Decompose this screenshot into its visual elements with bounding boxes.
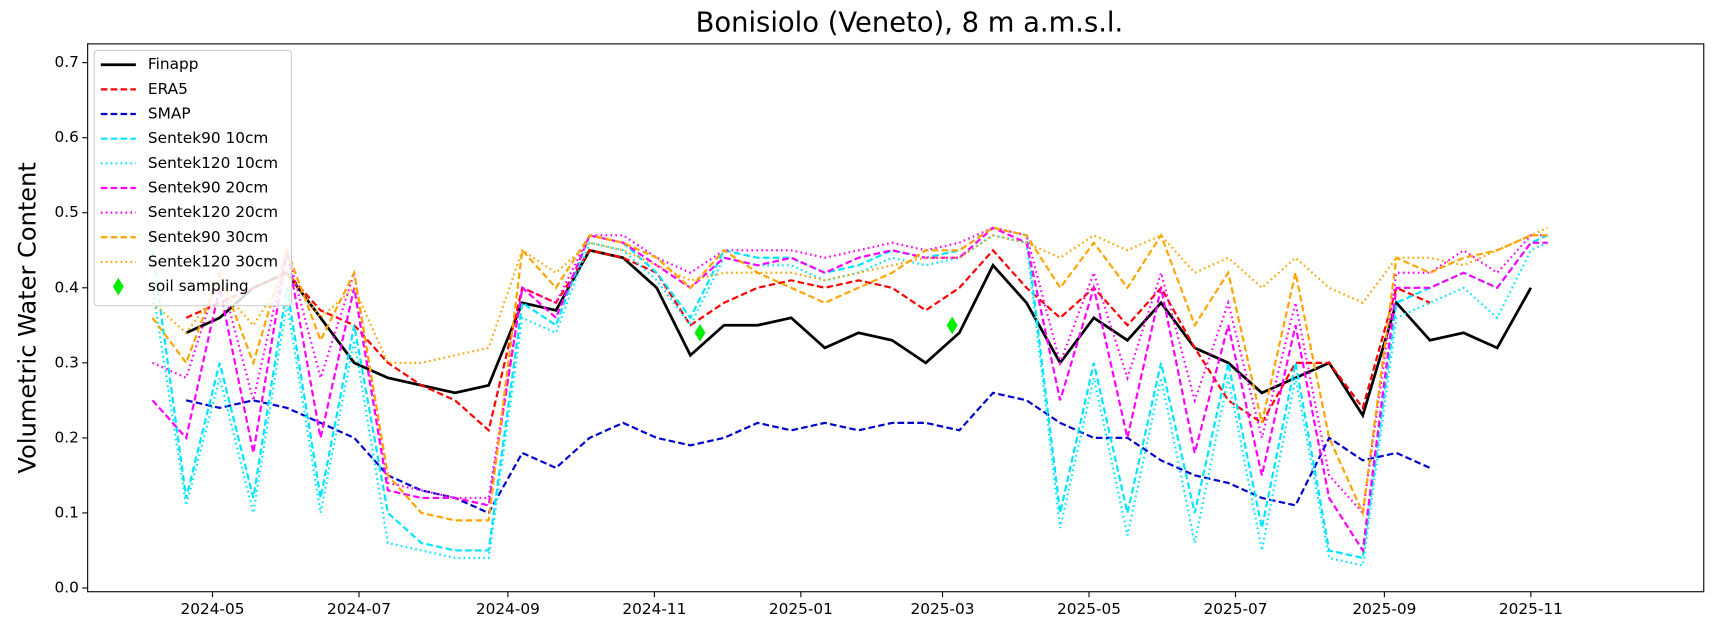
series-line <box>151 226 1548 522</box>
series-line <box>185 248 1533 419</box>
x-tick-label: 2024-07 <box>327 600 391 617</box>
legend-label: ERA5 <box>148 80 188 98</box>
y-tick-label: 0.3 <box>54 353 78 371</box>
x-tick-label: 2024-11 <box>622 600 686 617</box>
y-tick-label: 0.4 <box>54 278 78 296</box>
x-tick-label: 2025-07 <box>1203 600 1267 617</box>
legend-swatch <box>112 277 124 296</box>
chart-title: Bonisiolo (Veneto), 8 m a.m.s.l. <box>696 8 1124 39</box>
legend-label: Sentek90 30cm <box>148 228 268 246</box>
series-line <box>185 391 1431 515</box>
legend-label: Finapp <box>148 55 199 73</box>
x-tick-label: 2025-11 <box>1499 600 1563 617</box>
legend-label: Sentek120 30cm <box>148 252 278 270</box>
series-line <box>151 226 1548 554</box>
soil-sample-point <box>946 316 958 335</box>
legend-box <box>93 49 292 307</box>
plot-frame <box>87 43 1705 593</box>
legend-label: Sentek90 10cm <box>148 129 268 147</box>
x-tick-label: 2025-03 <box>911 600 975 617</box>
series-line <box>152 226 1548 516</box>
series-line <box>151 226 1549 364</box>
x-tick-label: 2025-01 <box>769 600 833 617</box>
y-tick-label: 0.7 <box>54 53 78 71</box>
y-tick-label: 0.1 <box>54 503 78 521</box>
x-tick-label: 2025-09 <box>1352 600 1416 617</box>
y-axis-label: Volumetric Water Content <box>13 162 41 473</box>
x-tick-label: 2024-05 <box>180 600 244 617</box>
x-tick-label: 2024-09 <box>476 600 540 617</box>
series-line <box>151 234 1549 567</box>
y-tick-label: 0.5 <box>54 203 78 221</box>
legend-label: soil sampling <box>148 277 249 295</box>
x-tick-label: 2025-05 <box>1057 600 1121 617</box>
legend-label: Sentek90 20cm <box>148 178 268 196</box>
legend-label: SMAP <box>148 105 191 123</box>
legend-label: Sentek120 20cm <box>148 203 278 221</box>
legend-label: Sentek120 10cm <box>148 154 278 172</box>
soil-sample-point <box>694 324 706 342</box>
y-tick-label: 0.6 <box>54 128 78 146</box>
y-tick-label: 0.2 <box>54 428 78 446</box>
y-tick-label: 0.0 <box>54 578 78 596</box>
series-line <box>185 248 1431 433</box>
series-line <box>151 226 1549 560</box>
